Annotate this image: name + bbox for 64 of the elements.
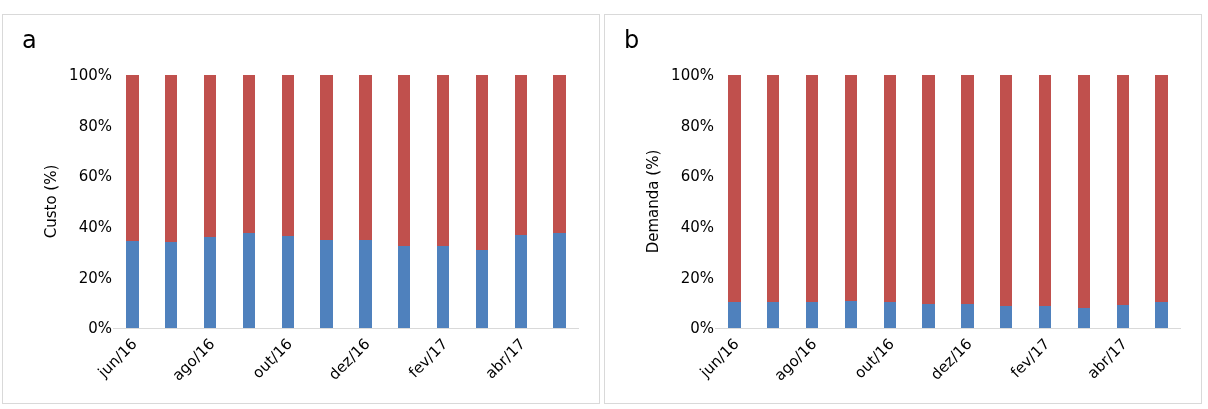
bar <box>320 75 333 241</box>
bar <box>165 241 178 328</box>
bar <box>320 240 333 328</box>
bar <box>1038 75 1052 307</box>
bar <box>767 75 780 303</box>
bar <box>398 245 411 328</box>
y-tick-label: 80% <box>78 116 112 135</box>
bar <box>398 75 411 246</box>
bar <box>242 75 256 233</box>
bar <box>922 75 935 305</box>
bar <box>359 75 372 241</box>
bar <box>1077 75 1091 309</box>
bar <box>961 75 974 305</box>
y-tick-label: 40% <box>78 218 112 237</box>
bar <box>475 75 489 250</box>
bar <box>165 75 178 242</box>
bar <box>883 302 896 328</box>
text: b <box>624 26 640 54</box>
bar <box>805 301 819 328</box>
bar <box>242 232 256 328</box>
bar <box>553 232 566 328</box>
y-tick-label: 0% <box>88 319 112 338</box>
bar <box>514 234 527 328</box>
bar <box>1155 75 1168 303</box>
y-tick-label: 100% <box>69 66 112 85</box>
y-tick-label: 20% <box>680 268 714 287</box>
bar <box>728 75 741 302</box>
bar <box>1116 75 1129 306</box>
bar <box>436 75 450 246</box>
bar <box>514 75 527 235</box>
y-tick-label: 100% <box>671 66 714 85</box>
bar <box>281 75 294 236</box>
bar <box>728 301 741 328</box>
bar <box>1155 302 1168 328</box>
bar <box>553 75 566 233</box>
bar <box>922 304 935 328</box>
bar <box>126 75 139 242</box>
bar <box>1077 308 1091 328</box>
bar <box>203 236 217 328</box>
text: a <box>22 26 37 54</box>
bar <box>961 304 974 328</box>
bar <box>883 75 896 303</box>
y-tick-label: 60% <box>680 167 714 186</box>
bar <box>767 302 780 328</box>
bar <box>281 235 294 328</box>
y-tick-label: 60% <box>78 167 112 186</box>
bar <box>475 249 489 328</box>
bar <box>1000 306 1013 328</box>
y-axis-title: Custo (%) <box>42 164 61 239</box>
y-tick-label: 40% <box>680 218 714 237</box>
bar <box>805 75 819 302</box>
y-tick-label: 0% <box>690 319 714 338</box>
bar <box>359 240 372 328</box>
bar <box>1038 306 1052 328</box>
bar <box>844 301 858 328</box>
bar <box>203 75 217 237</box>
bar <box>844 75 858 302</box>
y-axis-title: Demanda (%) <box>644 149 663 254</box>
bar <box>436 245 450 328</box>
bar <box>1000 75 1013 307</box>
y-tick-label: 80% <box>680 116 714 135</box>
y-tick-label: 20% <box>78 268 112 287</box>
bar <box>1116 305 1129 328</box>
bar <box>126 241 139 328</box>
